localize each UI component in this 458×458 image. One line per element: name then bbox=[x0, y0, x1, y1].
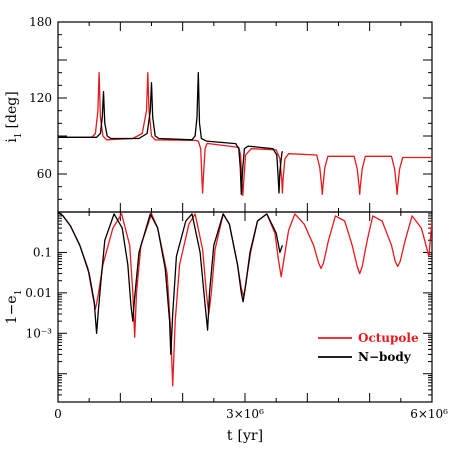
top-panel-ytick-labels: 60 120 180 bbox=[29, 15, 52, 181]
top-series-line-octupole bbox=[58, 72, 432, 197]
top-panel-series bbox=[58, 72, 432, 197]
bottom-panel-ytick-labels: 10⁻³ 0.01 0.1 bbox=[25, 245, 52, 340]
bottom-panel-ylabel: 1−e1 bbox=[4, 290, 24, 325]
bottom-series-line-nbody bbox=[58, 212, 284, 356]
bottom-ytick-label: 10⁻³ bbox=[26, 326, 53, 340]
legend: Octupole N−body bbox=[318, 331, 419, 364]
top-panel: 60 120 180 i1[deg] bbox=[4, 15, 433, 213]
top-ytick-label: 120 bbox=[29, 91, 52, 105]
bottom-panel-frame bbox=[57, 211, 433, 403]
legend-label-octupole: Octupole bbox=[358, 331, 419, 345]
top-panel-ticks bbox=[57, 21, 433, 213]
top-ytick-label: 180 bbox=[29, 15, 52, 29]
top-panel-frame bbox=[57, 21, 433, 213]
bottom-xtick-label: 3×10⁶ bbox=[226, 407, 264, 421]
bottom-ytick-label: 0.1 bbox=[33, 245, 52, 259]
bottom-panel-xtick-labels: 0 3×10⁶ 6×10⁶ bbox=[54, 407, 448, 421]
bottom-panel: 10⁻³ 0.01 0.1 0 3×10⁶ 6×10⁶ 1−e1 t [yr] Octup… bbox=[4, 211, 448, 444]
bottom-xtick-label: 6×10⁶ bbox=[410, 407, 448, 421]
legend-label-nbody: N−body bbox=[358, 350, 412, 364]
top-series-line-nbody bbox=[58, 72, 284, 195]
bottom-panel-ticks bbox=[57, 211, 433, 403]
bottom-ytick-label: 0.01 bbox=[25, 286, 52, 300]
top-panel-ylabel: i1[deg] bbox=[4, 91, 24, 142]
bottom-xtick-label: 0 bbox=[54, 407, 62, 421]
bottom-panel-xlabel: t [yr] bbox=[227, 428, 263, 444]
bottom-panel-series bbox=[58, 212, 432, 387]
top-ytick-label: 60 bbox=[37, 167, 52, 181]
